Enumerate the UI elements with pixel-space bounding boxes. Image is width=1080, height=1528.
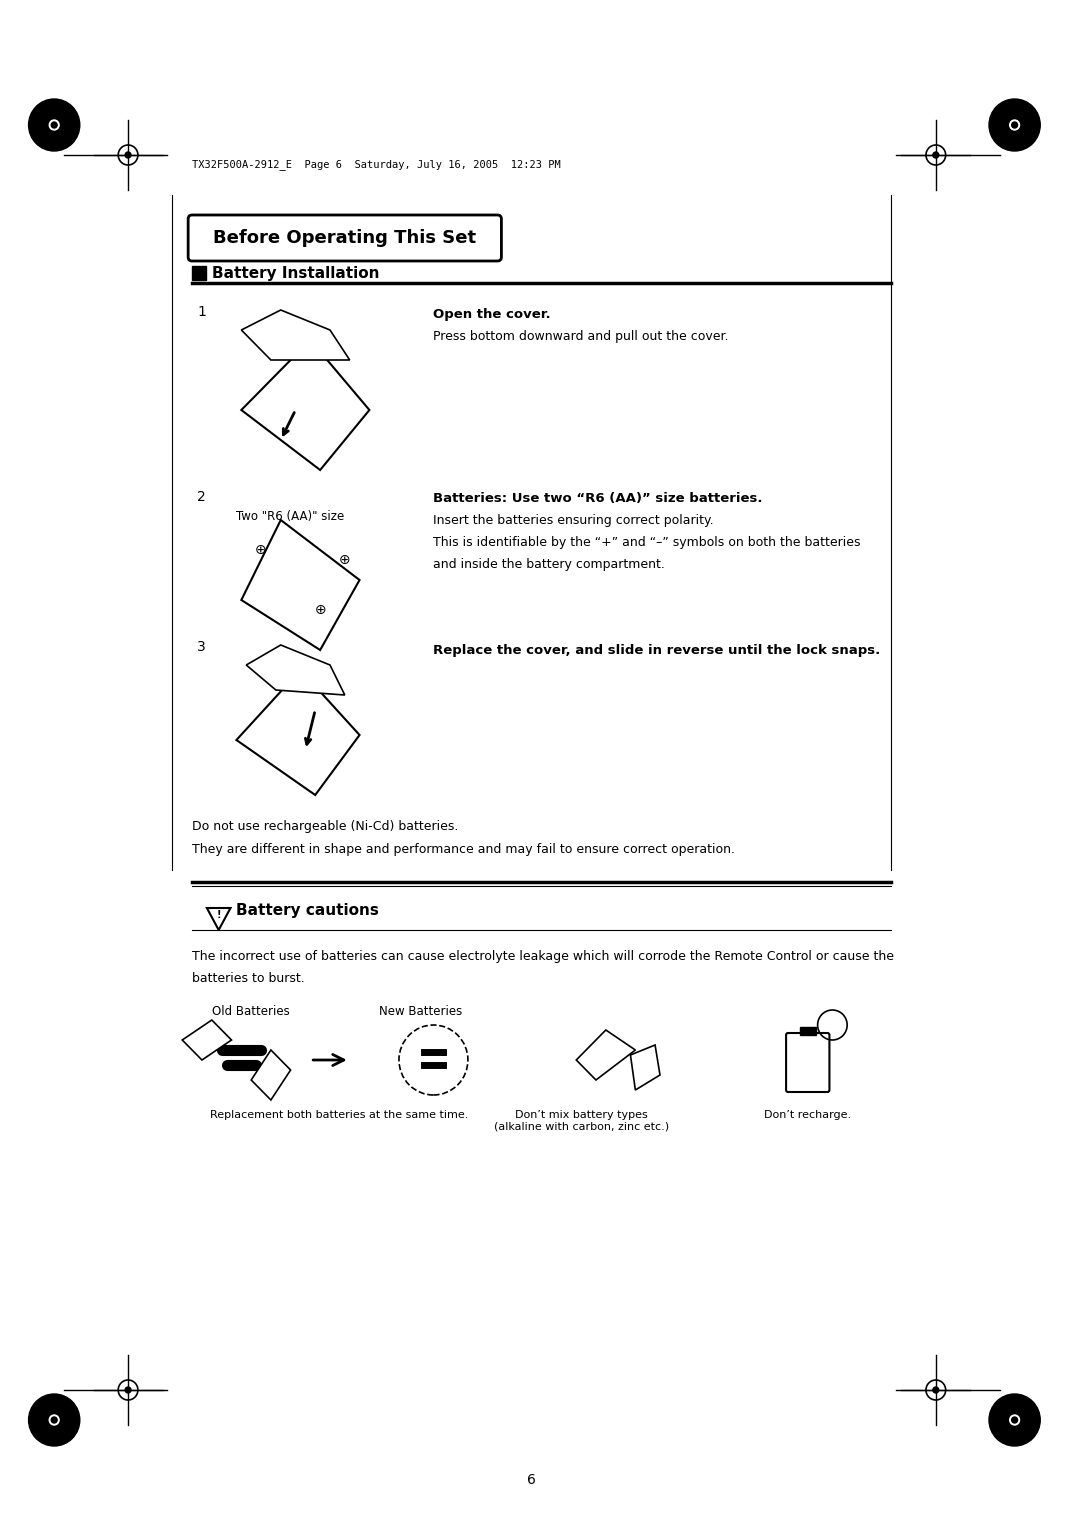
- FancyBboxPatch shape: [188, 215, 501, 261]
- Circle shape: [1012, 122, 1017, 128]
- Circle shape: [51, 122, 57, 128]
- Circle shape: [1012, 1416, 1017, 1423]
- Polygon shape: [237, 669, 360, 795]
- Text: Press bottom downward and pull out the cover.: Press bottom downward and pull out the c…: [433, 330, 729, 342]
- Text: Two "R6 (AA)" size: Two "R6 (AA)" size: [237, 510, 345, 523]
- Polygon shape: [207, 908, 230, 931]
- FancyBboxPatch shape: [786, 1033, 829, 1093]
- Text: Do not use rechargeable (Ni-Cd) batteries.: Do not use rechargeable (Ni-Cd) batterie…: [192, 821, 459, 833]
- Text: 6: 6: [527, 1473, 537, 1487]
- Bar: [192, 266, 206, 280]
- Text: Insert the batteries ensuring correct polarity.: Insert the batteries ensuring correct po…: [433, 513, 714, 527]
- Text: Replacement both batteries at the same time.: Replacement both batteries at the same t…: [210, 1109, 469, 1120]
- Text: The incorrect use of batteries can cause electrolyte leakage which will corrode : The incorrect use of batteries can cause…: [192, 950, 894, 963]
- Text: 3: 3: [197, 640, 206, 654]
- Text: !: !: [216, 911, 221, 920]
- Text: ⊕: ⊕: [314, 604, 326, 617]
- Text: They are different in shape and performance and may fail to ensure correct opera: They are different in shape and performa…: [192, 843, 735, 856]
- Text: 1: 1: [197, 306, 206, 319]
- Text: TX32F500A-2912_E  Page 6  Saturday, July 16, 2005  12:23 PM: TX32F500A-2912_E Page 6 Saturday, July 1…: [192, 159, 561, 171]
- Text: and inside the battery compartment.: and inside the battery compartment.: [433, 558, 665, 571]
- Text: Batteries: Use two “R6 (AA)” size batteries.: Batteries: Use two “R6 (AA)” size batter…: [433, 492, 762, 504]
- Text: Replace the cover, and slide in reverse until the lock snaps.: Replace the cover, and slide in reverse …: [433, 643, 880, 657]
- Circle shape: [933, 1387, 939, 1394]
- Circle shape: [125, 151, 131, 157]
- Text: Battery Installation: Battery Installation: [212, 266, 379, 281]
- Circle shape: [125, 1387, 131, 1394]
- Circle shape: [1010, 121, 1020, 130]
- Circle shape: [989, 99, 1040, 151]
- Text: ⊕: ⊕: [339, 553, 351, 567]
- Polygon shape: [577, 1030, 635, 1080]
- Circle shape: [28, 1394, 80, 1445]
- Bar: [800, 1027, 815, 1034]
- Text: 2: 2: [197, 490, 206, 504]
- Polygon shape: [241, 520, 360, 649]
- Text: Before Operating This Set: Before Operating This Set: [213, 229, 476, 248]
- Text: ⊕: ⊕: [255, 542, 267, 558]
- Text: Don’t recharge.: Don’t recharge.: [765, 1109, 851, 1120]
- Polygon shape: [252, 1050, 291, 1100]
- Circle shape: [1010, 1415, 1020, 1426]
- Circle shape: [989, 1394, 1040, 1445]
- Polygon shape: [241, 310, 350, 361]
- Circle shape: [51, 1416, 57, 1423]
- Polygon shape: [631, 1045, 660, 1089]
- Text: New Batteries: New Batteries: [379, 1005, 462, 1018]
- Circle shape: [28, 99, 80, 151]
- Circle shape: [50, 121, 59, 130]
- Text: Battery cautions: Battery cautions: [237, 903, 379, 917]
- Text: Old Batteries: Old Batteries: [212, 1005, 289, 1018]
- Polygon shape: [241, 341, 369, 471]
- Circle shape: [933, 151, 939, 157]
- Text: Open the cover.: Open the cover.: [433, 309, 551, 321]
- Text: This is identifiable by the “+” and “–” symbols on both the batteries: This is identifiable by the “+” and “–” …: [433, 536, 861, 549]
- Polygon shape: [183, 1021, 231, 1060]
- Circle shape: [50, 1415, 59, 1426]
- Text: Don’t mix battery types
(alkaline with carbon, zinc etc.): Don’t mix battery types (alkaline with c…: [494, 1109, 669, 1132]
- Polygon shape: [246, 645, 345, 695]
- Text: batteries to burst.: batteries to burst.: [192, 972, 305, 986]
